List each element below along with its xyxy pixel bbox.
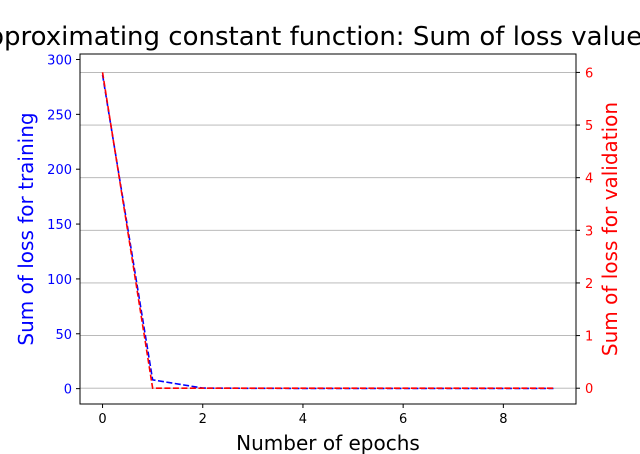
series-line-right — [101, 72, 554, 390]
y-left-tick-label: 300 — [47, 53, 72, 68]
x-tick-label: 8 — [499, 412, 507, 427]
y-left-tick-label: 150 — [47, 218, 72, 233]
y-left-axis-label: Sum of loss for training — [14, 112, 38, 345]
y-left-tick-label: 250 — [47, 108, 72, 123]
x-tick-label: 6 — [399, 412, 407, 427]
plot-area-frame — [79, 53, 577, 405]
grid-lines — [80, 72, 576, 389]
y-left-tick-label: 200 — [47, 163, 72, 178]
y-right-axis-ticks: 0 1 2 3 4 5 6 — [576, 66, 593, 397]
y-right-tick-label: 4 — [585, 172, 593, 187]
y-right-tick-label: 0 — [585, 382, 593, 397]
x-tick-label: 4 — [299, 412, 307, 427]
y-right-tick-label: 1 — [585, 330, 593, 345]
y-left-tick-label: 50 — [55, 328, 72, 343]
y-left-tick-label: 0 — [64, 383, 72, 398]
y-right-tick-label: 5 — [585, 119, 593, 134]
y-left-axis-ticks: 0 50 100 150 200 250 300 — [47, 53, 80, 398]
y-right-axis-label: Sum of loss for validation — [598, 102, 622, 356]
y-right-tick-label: 3 — [585, 224, 593, 239]
series-line-left — [101, 74, 554, 390]
series-lines — [101, 72, 554, 390]
x-tick-label: 2 — [199, 412, 207, 427]
y-left-tick-label: 100 — [47, 273, 72, 288]
x-axis-label: Number of epochs — [236, 431, 420, 454]
y-right-tick-label: 2 — [585, 277, 593, 292]
x-axis-ticks: 0 2 4 6 8 — [98, 404, 507, 427]
y-right-tick-label: 6 — [585, 66, 593, 81]
chart-title: Approximating constant function: Sum of … — [0, 22, 640, 52]
x-tick-label: 0 — [98, 412, 106, 427]
